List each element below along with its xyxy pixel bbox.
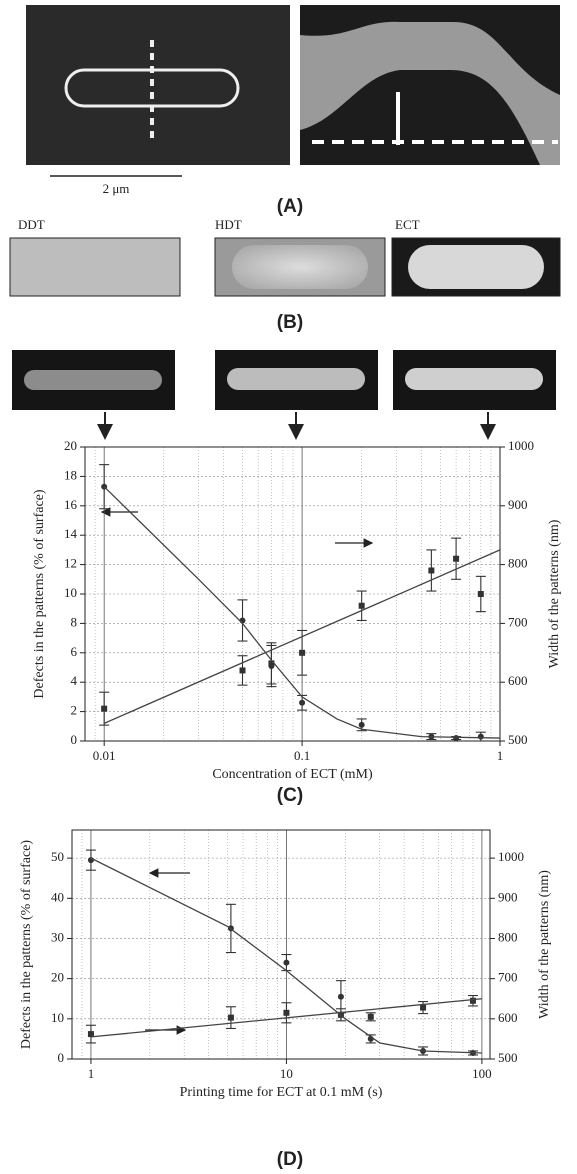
y-tick-label: 50	[51, 849, 64, 864]
point	[268, 660, 275, 667]
y-tick-label: 40	[51, 889, 64, 904]
point	[299, 649, 306, 656]
y-tick-label: 14	[64, 526, 78, 541]
point	[87, 857, 94, 864]
y-tick-label: 2	[71, 703, 78, 718]
y2-tick-label: 600	[498, 1010, 518, 1025]
y-axis-label: Defects in the patterns (% of surface)	[32, 489, 47, 698]
x-tick-label: 1	[88, 1066, 95, 1081]
cross-section-profile	[300, 21, 560, 165]
point	[477, 591, 484, 597]
plot-frame	[71, 829, 491, 1060]
print-image	[9, 237, 181, 297]
point	[453, 735, 460, 742]
x-tick-label: 1	[497, 748, 504, 763]
y-tick-label: 10	[64, 585, 77, 600]
y2-tick-label: 1000	[498, 849, 524, 864]
y2-tick-label: 800	[508, 556, 528, 571]
y-axis-label: Defects in the patterns (% of surface)	[19, 840, 34, 1049]
y2-tick-label: 900	[508, 497, 528, 512]
point	[239, 667, 246, 674]
y-tick-label: 6	[71, 644, 78, 659]
monolayer-label: HDT	[215, 217, 242, 232]
point	[283, 959, 290, 966]
y-tick-label: 10	[51, 1010, 64, 1025]
y-tick-label: 8	[71, 614, 78, 629]
point	[283, 1009, 290, 1016]
panel-label: (C)	[277, 785, 303, 806]
print-pattern	[24, 370, 162, 390]
print-pattern	[405, 368, 543, 390]
x-tick-label: 0.01	[93, 748, 116, 763]
y-tick-label: 18	[64, 467, 77, 482]
y2-tick-label: 900	[498, 889, 518, 904]
y2-tick-label: 800	[498, 929, 518, 944]
point	[101, 705, 108, 712]
panel-label: (D)	[277, 1149, 303, 1170]
point	[299, 699, 306, 706]
x-tick-label: 100	[472, 1066, 492, 1081]
y-tick-label: 12	[64, 556, 77, 571]
point	[477, 733, 484, 740]
y2-tick-label: 700	[498, 970, 518, 985]
fit-line	[103, 486, 501, 739]
y-tick-label: 20	[64, 438, 77, 453]
y2-tick-label: 500	[498, 1050, 518, 1065]
print-pattern	[232, 245, 368, 289]
x-axis-label: Concentration of ECT (mM)	[212, 767, 373, 782]
panel-label: (A)	[277, 196, 303, 217]
y2-tick-label: 500	[508, 732, 528, 747]
y2-tick-label: 600	[508, 673, 528, 688]
point	[420, 1004, 427, 1011]
x-tick-label: 0.1	[294, 748, 310, 763]
fit-line	[103, 549, 501, 724]
monolayer-label: DDT	[18, 217, 45, 232]
y-tick-label: 16	[64, 497, 78, 512]
plot-frame	[84, 446, 501, 742]
monolayer-label: ECT	[395, 217, 420, 232]
sem-image	[26, 5, 290, 165]
fit-line	[90, 998, 482, 1038]
point	[227, 1014, 234, 1021]
point	[358, 721, 365, 728]
point	[87, 1031, 94, 1038]
y2-axis-label: Width of the patterns (nm)	[547, 519, 562, 668]
panel-label: (B)	[277, 312, 303, 333]
y2-tick-label: 700	[508, 614, 528, 629]
print-pattern	[227, 368, 365, 390]
point	[337, 993, 344, 1000]
x-axis-label: Printing time for ECT at 0.1 mM (s)	[180, 1085, 383, 1100]
y-tick-label: 0	[71, 732, 78, 747]
point	[453, 555, 460, 562]
y-tick-label: 4	[71, 673, 78, 688]
y2-tick-label: 1000	[508, 438, 534, 453]
print-pattern	[408, 245, 544, 289]
point	[469, 997, 476, 1004]
y-tick-label: 20	[51, 970, 64, 985]
y-tick-label: 30	[51, 929, 64, 944]
point	[367, 1013, 374, 1020]
x-tick-label: 10	[280, 1066, 293, 1081]
point	[428, 567, 435, 574]
scale-bar-label: 2 μm	[103, 181, 130, 196]
fit-line	[90, 857, 482, 1054]
y2-axis-label: Width of the patterns (nm)	[537, 870, 552, 1019]
y-tick-label: 0	[58, 1050, 65, 1065]
point	[358, 602, 365, 609]
